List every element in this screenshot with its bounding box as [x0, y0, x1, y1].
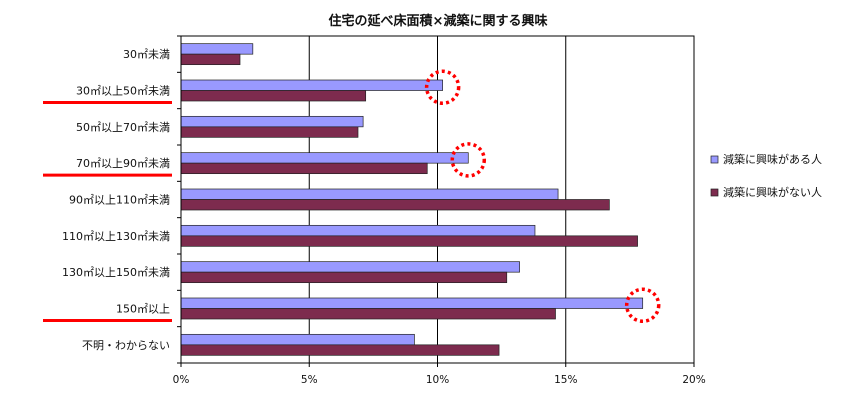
bar [180, 224, 536, 237]
bar [180, 79, 443, 91]
legend-swatch [710, 188, 719, 197]
category-label: 90㎡以上110㎡未満 [69, 194, 170, 207]
bar [180, 271, 508, 284]
bar [180, 43, 254, 55]
category-label: 50㎡以上70㎡未満 [76, 121, 170, 134]
x-tick-label: 10% [426, 374, 449, 386]
x-tick-label: 15% [554, 374, 577, 386]
bar [180, 308, 556, 320]
highlight-circle [624, 287, 661, 323]
bar [180, 152, 469, 164]
x-tick-label: 0% [173, 374, 190, 386]
x-tick-label: 5% [301, 374, 318, 386]
bar [180, 90, 367, 102]
highlight-circle [450, 142, 487, 178]
legend-label: 減築に興味がある人 [723, 152, 822, 166]
bar [180, 188, 559, 200]
bar [180, 126, 359, 138]
category-label: 30㎡以上50㎡未満 [76, 85, 170, 98]
category-label: 110㎡以上130㎡未満 [62, 230, 170, 243]
x-tick-label: 20% [682, 374, 705, 386]
legend-label: 減築に興味がない人 [723, 185, 822, 199]
category-label: 150㎡以上 [116, 303, 170, 316]
bar [180, 162, 428, 175]
bar [180, 235, 638, 247]
category-label: 不明・わからない [82, 339, 170, 352]
chart-title: 住宅の延べ床面積×減築に関する興味 [329, 13, 548, 29]
legend-swatch [710, 155, 719, 164]
highlight-circle [424, 69, 461, 105]
highlight-circles [424, 69, 661, 323]
category-labels: 30㎡未満 30㎡以上50㎡未満 50㎡以上70㎡未満 70㎡以上90㎡未満 90㎡以上… [43, 48, 172, 352]
bar [180, 115, 364, 128]
bar [180, 344, 500, 356]
bar [180, 333, 415, 346]
bars [180, 43, 644, 356]
bar [180, 261, 520, 273]
category-label: 30㎡未満 [123, 48, 170, 61]
bar [180, 297, 644, 309]
category-label: 130㎡以上150㎡未満 [62, 266, 170, 279]
axes: 0% 5% 10% 15% 20% [173, 35, 706, 386]
bar [180, 53, 241, 66]
category-label: 70㎡以上90㎡未満 [76, 157, 170, 170]
bar [180, 199, 610, 211]
